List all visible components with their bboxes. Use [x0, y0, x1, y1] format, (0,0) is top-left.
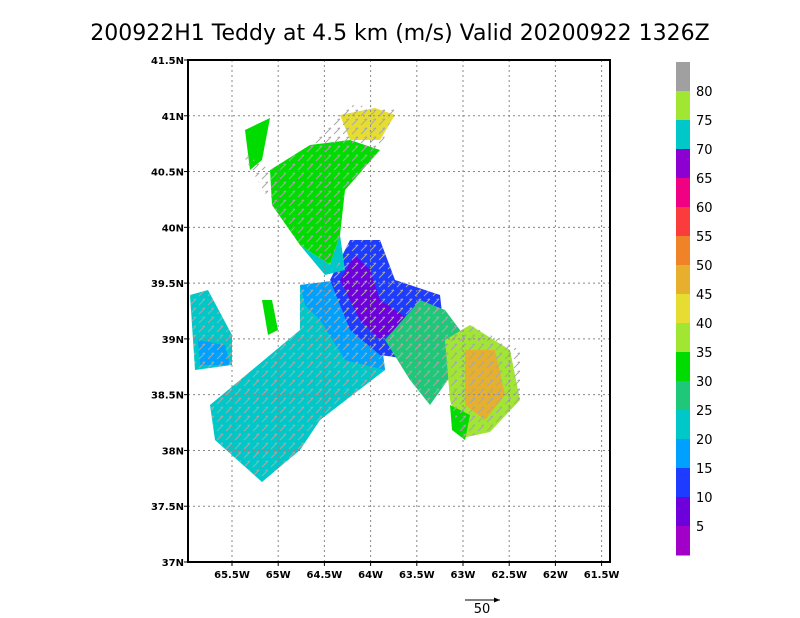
latitude-label: 38N — [162, 446, 184, 457]
colorbar-segment — [676, 352, 690, 382]
colorbar-label: 55 — [696, 230, 713, 245]
vectors — [445, 325, 520, 438]
colorbar-label: 50 — [696, 259, 713, 274]
longitude-label: 63.5W — [399, 570, 435, 581]
colorbar-label: 30 — [696, 375, 713, 390]
grid: 41.5N 41N 40.5N 40N 39.5N 39N 38.5N 38N 37.5N 37N… — [151, 56, 619, 581]
colorbar-segment — [676, 120, 690, 150]
latitude-label: 37N — [162, 558, 184, 569]
colorbar-label: 10 — [696, 491, 713, 506]
longitude-label: 61.5W — [584, 570, 620, 581]
title: 200922H1 Teddy at 4.5 km (m/s) Valid 202… — [90, 21, 709, 46]
colorbar-label: 20 — [696, 433, 713, 448]
colorbar-label: 35 — [696, 346, 713, 361]
colorbar-segment — [676, 410, 690, 440]
colorbar-label: 5 — [696, 520, 704, 535]
colorbar-label: 40 — [696, 317, 713, 332]
swath — [245, 118, 270, 170]
colorbar-label: 75 — [696, 114, 713, 129]
longitude-label: 64.5W — [307, 570, 343, 581]
colorbar-label: 70 — [696, 143, 713, 158]
vectors — [190, 290, 232, 370]
colorbar-label: 60 — [696, 201, 713, 216]
latitude-label: 37.5N — [151, 502, 184, 513]
swath — [300, 235, 345, 275]
colorbar-segment — [676, 468, 690, 498]
latitude-label: 39N — [162, 335, 184, 346]
colorbar-label: 65 — [696, 172, 713, 187]
vectors — [210, 280, 385, 482]
colorbar-segment — [676, 62, 690, 92]
colorbar-label: 15 — [696, 462, 713, 477]
latitude-label: 39.5N — [151, 279, 184, 290]
colorbar-segment — [676, 149, 690, 179]
swath — [262, 300, 278, 335]
colorbar-label: 25 — [696, 404, 713, 419]
latitude-label: 40.5N — [151, 168, 184, 179]
colorbar-label: 80 — [696, 85, 713, 100]
latitude-label: 41.5N — [151, 56, 184, 67]
colorbar-segment — [676, 265, 690, 295]
colorbar: 80 75 70 65 60 55 50 45 40 35 30 25 20 15 10 5 — [676, 62, 713, 556]
colorbar-segment — [676, 526, 690, 556]
longitude-label: 65W — [266, 570, 291, 581]
colorbar-label: 45 — [696, 288, 713, 303]
colorbar-segment — [676, 497, 690, 527]
colorbar-segment — [676, 294, 690, 324]
colorbar-segment — [676, 178, 690, 208]
colorbar-segment — [676, 207, 690, 237]
longitude-label: 63W — [451, 570, 476, 581]
map-frame — [187, 59, 611, 563]
colorbar-segment — [676, 91, 690, 121]
latitude-label: 41N — [162, 112, 184, 123]
colorbar-segment — [676, 236, 690, 266]
reference-arrowhead — [494, 597, 500, 603]
longitude-label: 62W — [543, 570, 568, 581]
vectors — [385, 300, 460, 405]
colorbar-segment — [676, 323, 690, 353]
colorbar-segment — [676, 439, 690, 469]
reference-vector-label: 50 — [474, 602, 491, 617]
latitude-label: 40N — [162, 223, 184, 234]
colorbar-segment — [676, 381, 690, 411]
latitude-label: 38.5N — [151, 391, 184, 402]
wind-vectors — [190, 105, 520, 482]
longitude-label: 64W — [358, 570, 383, 581]
vectors — [240, 105, 395, 265]
longitude-label: 65.5W — [214, 570, 250, 581]
longitude-label: 62.5W — [491, 570, 527, 581]
